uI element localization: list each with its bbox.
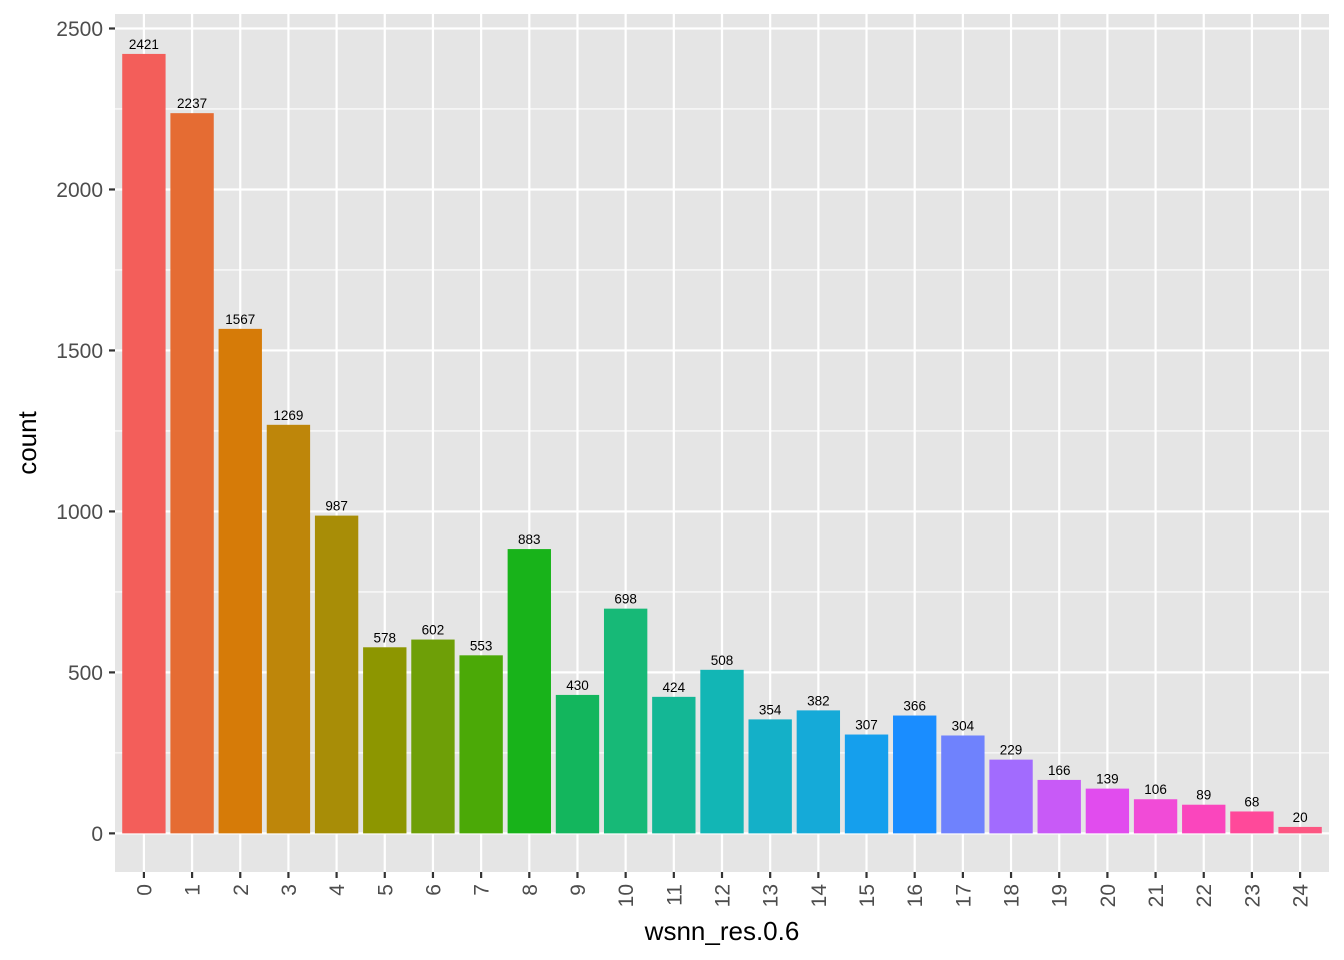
bar-value-label: 382 — [807, 693, 830, 708]
bar — [748, 719, 792, 834]
bar-value-label: 166 — [1048, 763, 1071, 778]
bar-value-label: 2237 — [177, 96, 207, 111]
bar — [1133, 799, 1178, 834]
bar — [266, 424, 311, 834]
bar — [700, 669, 744, 834]
bar — [459, 655, 503, 834]
y-tick-label: 1000 — [56, 501, 103, 524]
x-axis: 0 1 2 3 4 5 6 7 8 9 10 11 12 13 14 15 16 17 18 19 20 21 22 23 24 — [133, 872, 1313, 908]
x-tick-label: 21 — [1145, 884, 1168, 907]
y-axis-title: count — [12, 410, 42, 474]
bar-value-label: 1269 — [273, 408, 303, 423]
bar-value-label: 139 — [1096, 772, 1119, 787]
bar-value-label: 602 — [422, 623, 445, 638]
bar-value-label: 2421 — [129, 37, 159, 52]
x-tick-label: 3 — [278, 884, 301, 896]
bar-value-label: 578 — [374, 630, 397, 645]
bar-value-label: 698 — [614, 592, 637, 607]
bar-value-label: 20 — [1293, 810, 1308, 825]
bar — [1182, 804, 1226, 834]
y-tick-label: 2000 — [56, 179, 103, 202]
bar — [796, 710, 841, 834]
bar — [122, 53, 166, 834]
bar — [941, 735, 985, 834]
bar-labels: 2421 2237 1567 1269 987 578 602 553 883 430 698 424… — [129, 37, 1308, 825]
x-tick-label: 2 — [230, 884, 253, 896]
x-tick-label: 16 — [904, 884, 927, 907]
bar — [1037, 779, 1081, 834]
x-tick-label: 9 — [567, 884, 590, 896]
bar — [218, 328, 262, 834]
x-tick-label: 12 — [712, 884, 735, 907]
x-tick-label: 23 — [1241, 884, 1264, 907]
bar — [652, 696, 696, 834]
y-tick-label: 500 — [68, 662, 103, 685]
x-tick-label: 5 — [374, 884, 397, 896]
x-tick-label: 0 — [133, 884, 156, 896]
bar — [1230, 811, 1274, 834]
bar-value-label: 1567 — [225, 312, 255, 327]
bars — [122, 53, 1322, 834]
x-tick-label: 1 — [182, 884, 205, 896]
bar — [603, 608, 648, 834]
x-tick-label: 7 — [471, 884, 494, 896]
bar-value-label: 424 — [663, 680, 686, 695]
bar-value-label: 89 — [1196, 788, 1211, 803]
bar — [1278, 826, 1322, 834]
y-tick-label: 2500 — [56, 18, 103, 41]
bar-value-label: 366 — [903, 699, 926, 714]
x-tick-label: 17 — [952, 884, 975, 907]
bar — [989, 759, 1033, 834]
bar — [844, 734, 889, 834]
x-tick-label: 4 — [326, 884, 349, 896]
x-tick-label: 15 — [856, 884, 879, 907]
x-tick-label: 19 — [1049, 884, 1072, 907]
bar-value-label: 229 — [1000, 743, 1023, 758]
bar — [893, 715, 937, 834]
x-tick-label: 10 — [615, 884, 638, 907]
y-axis: 0 500 1000 1500 2000 2500 — [56, 18, 115, 846]
x-tick-label: 22 — [1193, 884, 1216, 907]
x-tick-label: 13 — [760, 884, 783, 907]
x-tick-label: 20 — [1097, 884, 1120, 907]
bar-value-label: 508 — [711, 653, 734, 668]
bar-value-label: 304 — [952, 718, 975, 733]
x-axis-title: wsnn_res.0.6 — [644, 916, 800, 946]
bar — [555, 694, 600, 834]
bar — [170, 113, 214, 834]
bar — [1085, 788, 1130, 834]
bar-value-label: 68 — [1244, 794, 1259, 809]
bar — [411, 639, 455, 834]
bar-value-label: 430 — [566, 678, 589, 693]
bar-value-label: 354 — [759, 702, 782, 717]
y-tick-label: 1500 — [56, 340, 103, 363]
bar-value-label: 553 — [470, 638, 493, 653]
y-tick-label: 0 — [91, 823, 103, 846]
bar-value-label: 883 — [518, 532, 541, 547]
x-tick-label: 11 — [663, 884, 686, 906]
x-tick-label: 8 — [519, 884, 542, 896]
x-tick-label: 14 — [808, 884, 831, 908]
x-tick-label: 24 — [1290, 884, 1313, 908]
bar-value-label: 106 — [1144, 782, 1167, 797]
bar — [363, 647, 407, 834]
bar — [507, 549, 551, 834]
bar — [314, 515, 359, 834]
bar-value-label: 987 — [325, 499, 348, 514]
bar-value-label: 307 — [855, 718, 878, 733]
x-tick-label: 6 — [422, 884, 445, 896]
x-tick-label: 18 — [1001, 884, 1024, 907]
